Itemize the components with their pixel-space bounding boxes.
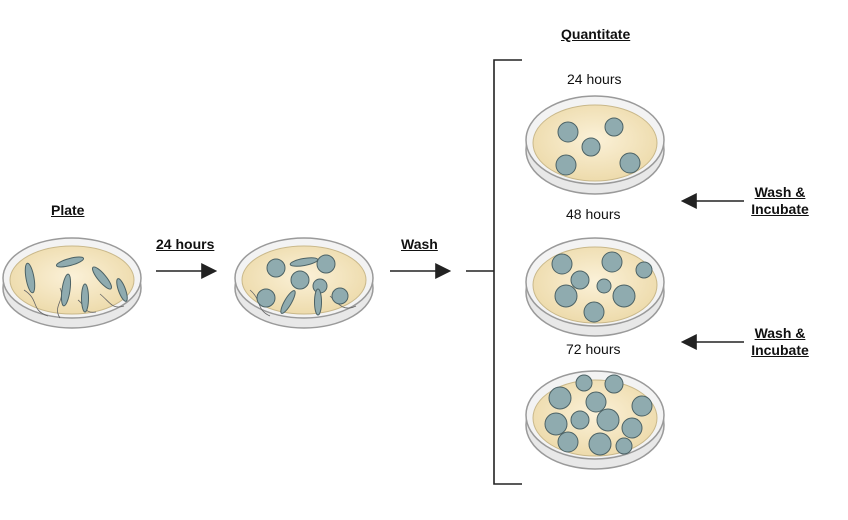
wash-incubate-1-line1: Wash & [754,184,806,200]
wash-incubate-1-line2: Incubate [751,201,809,217]
plate-label: Plate [51,202,85,218]
petri-dish-24h [234,237,374,329]
wash-incubate-2-line2: Incubate [751,342,809,358]
petri-dish-plate [2,237,142,329]
petri-dish-quant-72h [525,370,665,470]
time-label-48h: 48 hours [566,206,621,222]
bracket [466,59,522,485]
petri-dish-quant-24h [525,95,665,195]
petri-dish-quant-48h [525,237,665,337]
step2-label: Wash [401,236,438,252]
time-label-72h: 72 hours [566,341,621,357]
cell-colonies [256,254,349,316]
time-label-24h: 24 hours [567,71,622,87]
wash-incubate-2-line1: Wash & [754,325,806,341]
step1-label: 24 hours [156,236,215,252]
quantitate-label: Quantitate [561,26,631,42]
spindle-cells [24,256,128,313]
